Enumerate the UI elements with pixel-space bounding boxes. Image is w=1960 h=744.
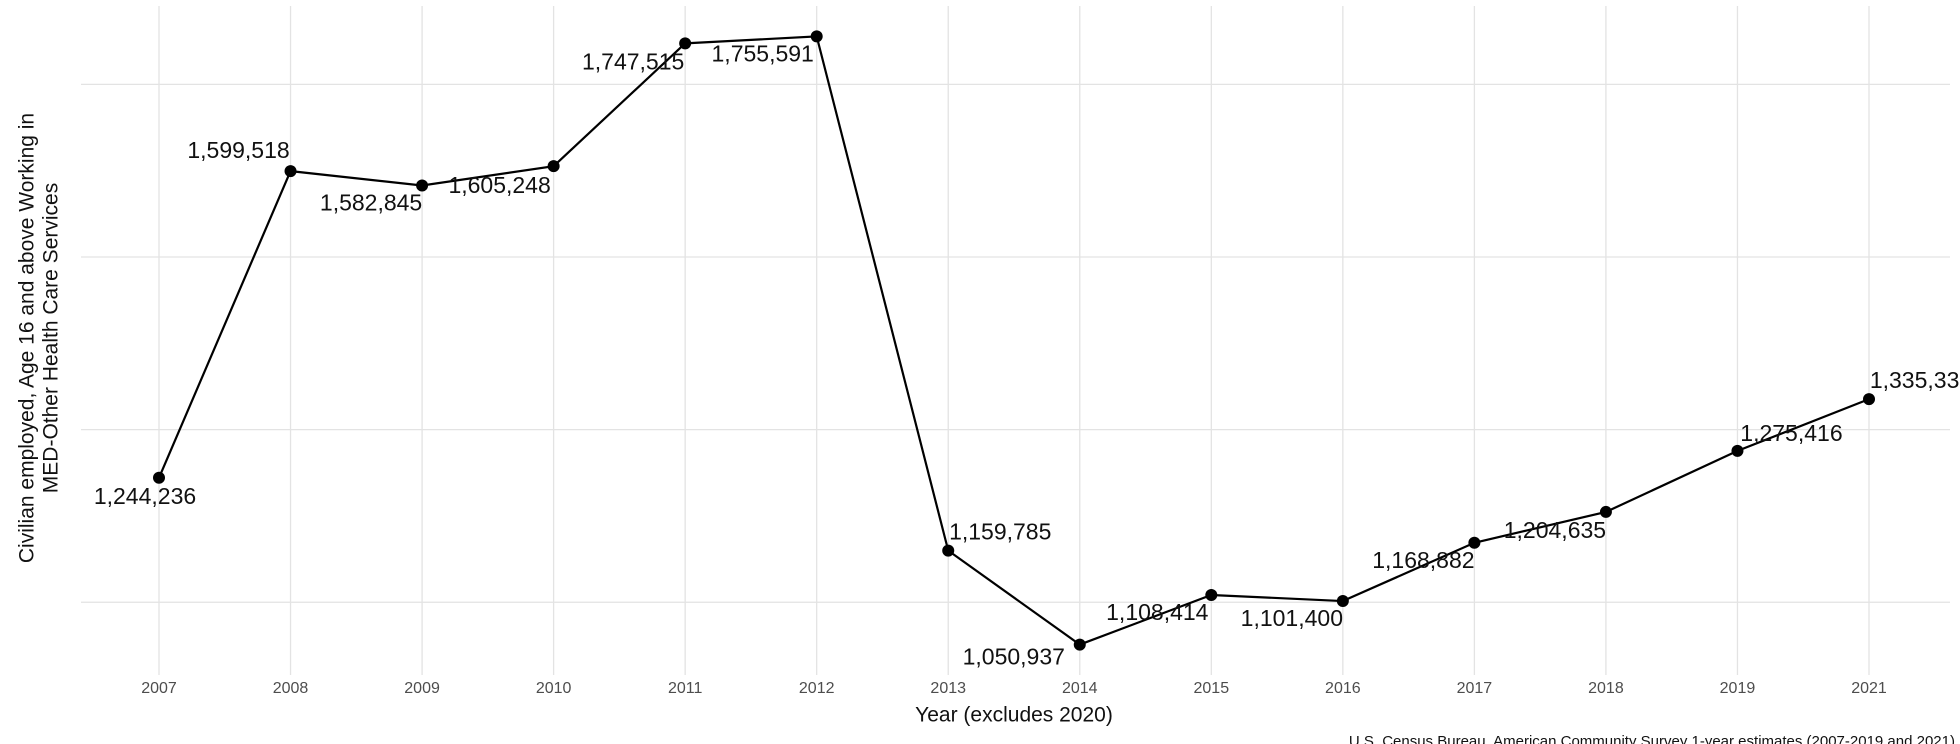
- y-axis-title-line: MED-Other Health Care Services: [40, 183, 63, 493]
- x-tick-label: 2009: [404, 680, 440, 697]
- data-point: [1731, 444, 1744, 457]
- data-label: 1,108,414: [1106, 599, 1209, 625]
- data-point: [284, 165, 297, 178]
- data-label: 1,605,248: [448, 172, 550, 198]
- x-tick-label: 2018: [1588, 680, 1624, 697]
- data-label: 1,275,416: [1740, 420, 1842, 446]
- data-label: 1,244,236: [94, 483, 196, 509]
- data-label: 1,101,400: [1241, 605, 1343, 631]
- data-label: 1,747,515: [582, 48, 684, 74]
- data-label: 1,050,937: [963, 644, 1065, 670]
- data-point: [153, 471, 165, 484]
- data-label: 1,755,591: [712, 40, 814, 66]
- data-point: [416, 179, 429, 192]
- data-label: 1,204,635: [1504, 517, 1606, 543]
- y-axis-title-line: Civilian employed, Age 16 and above Work…: [16, 113, 39, 563]
- data-point: [1599, 505, 1612, 518]
- data-point: [810, 30, 823, 43]
- caption: U.S. Census Bureau, American Community S…: [1349, 733, 1955, 744]
- x-tick-label: 2016: [1325, 680, 1361, 697]
- x-tick-label: 2014: [1062, 680, 1098, 697]
- data-point: [1863, 393, 1875, 406]
- data-point: [547, 160, 560, 173]
- data-point: [1336, 595, 1349, 608]
- x-axis-title: Year (excludes 2020): [915, 704, 1113, 727]
- data-label: 1,582,845: [320, 190, 422, 216]
- x-tick-label: 2021: [1851, 680, 1887, 697]
- data-point: [1073, 638, 1086, 651]
- x-tick-label: 2010: [536, 680, 572, 697]
- x-tick-label: 2017: [1457, 680, 1493, 697]
- x-tick-label: 2007: [141, 680, 177, 697]
- data-label: 1,335,338: [1870, 367, 1960, 393]
- data-point: [1205, 588, 1218, 601]
- x-tick-label: 2019: [1720, 680, 1756, 697]
- data-line: [157, 35, 1870, 646]
- y-axis-title: Civilian employed, Age 16 and above Work…: [16, 113, 63, 563]
- data-label: 1,168,882: [1372, 547, 1474, 573]
- data-point: [1468, 536, 1481, 549]
- data-point: [679, 37, 692, 50]
- x-tick-label: 2013: [930, 680, 966, 697]
- data-label: 1,159,785: [949, 519, 1051, 545]
- x-tick-label: 2008: [273, 680, 309, 697]
- data-point: [942, 544, 955, 557]
- x-tick-label: 2012: [799, 680, 835, 697]
- x-tick-label: 2011: [668, 680, 703, 697]
- x-tick-label: 2015: [1194, 680, 1230, 697]
- data-label: 1,599,518: [187, 137, 289, 163]
